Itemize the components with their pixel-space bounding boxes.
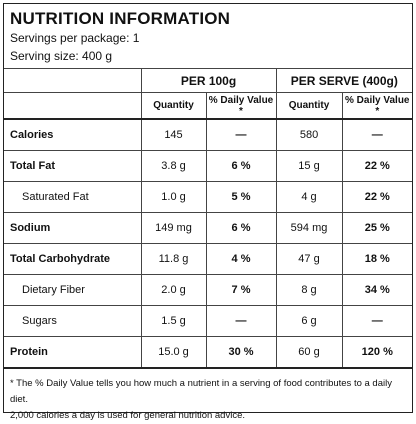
nutrient-value: 3.8 g: [140, 150, 207, 182]
cell: [4, 92, 142, 120]
nutrient-value: 2.0 g: [140, 274, 207, 306]
nutrient-value: 22 %: [341, 150, 413, 182]
nutrition-label: NUTRITION INFORMATION Servings per packa…: [3, 3, 413, 421]
nutrient-value: 4 g: [275, 181, 343, 213]
servings: Servings per package: 1: [10, 31, 140, 45]
nutrient-value: 120 %: [341, 336, 413, 369]
column-header-row: Quantity% Daily Value * Quantity% Daily V…: [4, 92, 413, 120]
nutrient-value: 594 mg: [275, 212, 343, 244]
nutrient-value: 1.0 g: [140, 181, 207, 213]
nutrient-name: Saturated Fat: [4, 181, 142, 213]
footnote-line: 2,000 calories a day is used for general…: [10, 410, 245, 421]
nutrient-value: 5 %: [205, 181, 277, 213]
nutrient-value: 60 g: [275, 336, 343, 369]
nutrient-row: Sodium 149 mg 6 % 594 mg 25 %: [4, 212, 413, 244]
column-header: Quantity: [275, 92, 343, 120]
nutrient-name: Total Fat: [4, 150, 142, 182]
nutrient-value: —: [341, 118, 413, 151]
nutrient-value: 15 g: [275, 150, 343, 182]
nutrient-value: 8 g: [275, 274, 343, 306]
nutrient-name: Protein: [4, 336, 142, 369]
serving-size: Serving size: 400 g: [10, 49, 113, 63]
nutrient-value: 4 %: [205, 243, 277, 275]
group-header: PER SERVE (400g): [275, 68, 413, 93]
group-header: PER 100g: [140, 68, 277, 93]
nutrient-row: Sugars 1.5 g —6 g —: [4, 305, 413, 337]
title: NUTRITION INFORMATION: [10, 9, 231, 28]
nutrient-row: Calories 145—580—: [4, 118, 413, 151]
nutrient-value: 145: [140, 118, 207, 151]
nutrient-name: Dietary Fiber: [4, 274, 142, 306]
nutrient-name: Calories: [4, 118, 142, 151]
column-header: % Daily Value *: [205, 92, 277, 120]
nutrient-value: 149 mg: [140, 212, 207, 244]
column-header: Quantity: [140, 92, 207, 120]
nutrient-name: Total Carbohydrate: [4, 243, 142, 275]
nutrient-value: 1.5 g: [140, 305, 207, 337]
group-header-row: PER 100g PER SERVE (400g): [4, 68, 413, 93]
nutrient-name: Sugars: [4, 305, 142, 337]
nutrient-value: —: [205, 305, 277, 337]
nutrient-value: 30 %: [205, 336, 277, 369]
footnote: * The % Daily Value tells you how much a…: [10, 376, 412, 424]
nutrient-value: 22 %: [341, 181, 413, 213]
nutrient-value: 11.8 g: [140, 243, 207, 275]
footnote-line: * The % Daily Value tells you how much a…: [10, 378, 392, 405]
cell: [4, 68, 142, 93]
nutrient-value: —: [341, 305, 413, 337]
nutrient-value: 6 %: [205, 150, 277, 182]
column-header: % Daily Value *: [341, 92, 413, 120]
nutrient-row: Protein 15.0 g 30 % 60 g 120 %: [4, 336, 413, 369]
nutrient-value: 18 %: [341, 243, 413, 275]
nutrient-value: 580: [275, 118, 343, 151]
nutrient-value: 15.0 g: [140, 336, 207, 369]
nutrient-value: 34 %: [341, 274, 413, 306]
nutrient-value: 6 g: [275, 305, 343, 337]
nutrient-value: 6 %: [205, 212, 277, 244]
nutrient-value: 47 g: [275, 243, 343, 275]
nutrition-table: PER 100g PER SERVE (400g) Quantity% Daily …: [4, 68, 413, 369]
nutrient-value: —: [205, 118, 277, 151]
nutrient-value: 25 %: [341, 212, 413, 244]
nutrient-value: 7 %: [205, 274, 277, 306]
nutrient-name: Sodium: [4, 212, 142, 244]
